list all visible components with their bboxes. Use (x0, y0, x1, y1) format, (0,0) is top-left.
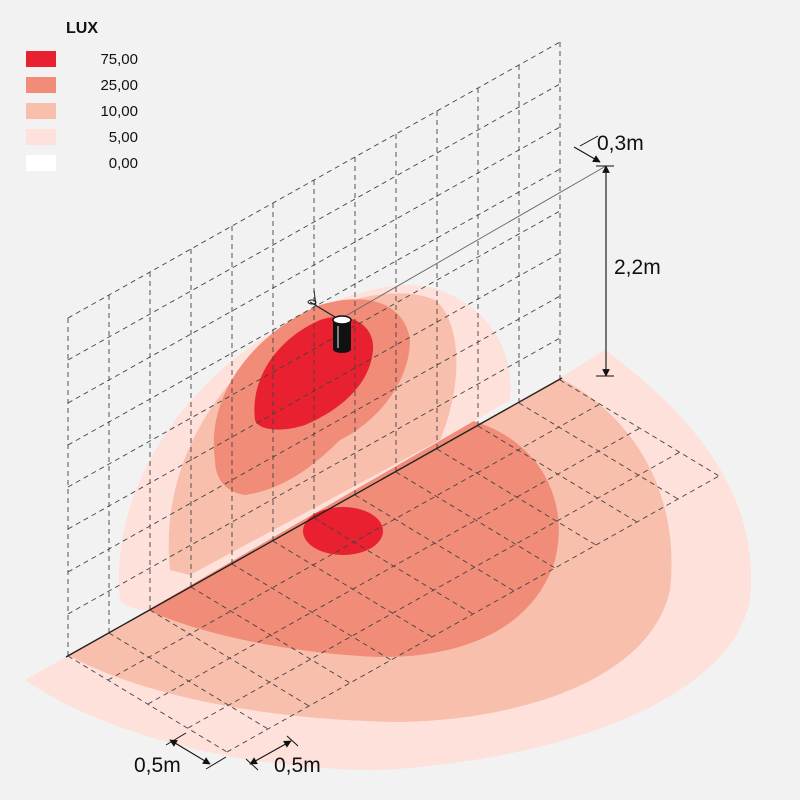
grid-x-label: 0,5m (134, 754, 181, 777)
legend-item: 5,00 (26, 124, 138, 150)
legend-swatch (26, 51, 56, 67)
legend-item: 25,00 (26, 72, 138, 98)
floor-zones (25, 350, 752, 770)
legend-swatch (26, 77, 56, 93)
depth-label: 0,3m (597, 132, 644, 155)
legend-swatch (26, 129, 56, 145)
legend-value: 75,00 (100, 50, 138, 68)
wall-floor-edge (65, 377, 563, 658)
height-label: 2,2m (614, 256, 661, 279)
floor-grid (67, 379, 720, 753)
height-dimension: 2,2m (596, 165, 661, 377)
lux-legend: LUX 75,00 25,00 10,00 5,00 0,00 (26, 20, 138, 176)
depth-dimension: 0,3m (573, 132, 644, 163)
legend-item: 10,00 (26, 98, 138, 124)
legend-value: 5,00 (108, 128, 138, 146)
grid-y-dimension: 0,5m (245, 735, 321, 777)
legend-value: 25,00 (100, 76, 138, 94)
light-fixture-icon (307, 165, 607, 353)
legend-title: LUX (66, 20, 98, 37)
floor-zone-75 (303, 507, 383, 555)
legend-item: 75,00 (26, 46, 138, 72)
grid-y-label: 0,5m (274, 754, 321, 777)
legend-swatch (26, 155, 56, 171)
grid-x-dimension: 0,5m (134, 732, 227, 777)
wall-grid (67, 41, 561, 656)
legend-swatch (26, 103, 56, 119)
legend-item: 0,00 (26, 150, 138, 176)
legend-value: 0,00 (108, 154, 138, 172)
legend-value: 10,00 (100, 102, 138, 120)
